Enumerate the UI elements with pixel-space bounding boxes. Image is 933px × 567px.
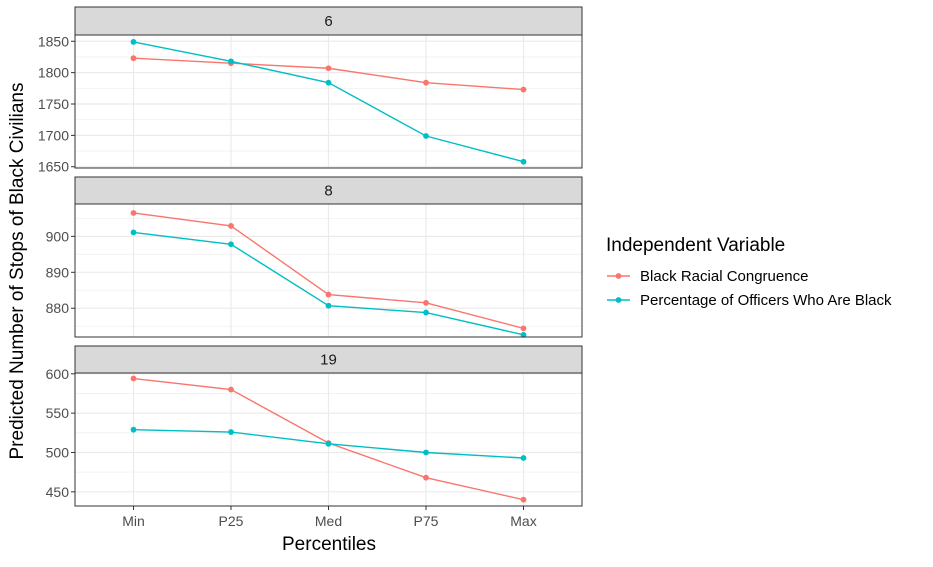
data-point [130,426,137,433]
data-point [228,386,234,393]
y-tick-label: 890 [46,264,70,280]
legend-item-2: Percentage of Officers Who Are Black [607,292,892,309]
facet-strip [74,176,583,205]
x-axis-title: Percentiles [282,534,376,555]
data-point [520,86,527,93]
y-tick-label: 900 [46,228,70,244]
data-point [423,299,429,306]
y-tick-label: 600 [46,366,70,382]
data-point [423,449,429,456]
data-point [325,65,332,72]
facet-strip-label: 6 [324,13,332,30]
x-axis: Min P25 Med P75 Max [122,506,537,529]
legend-key-point [615,273,622,279]
data-point [325,291,332,298]
facet-panel-8: 8 880 890 900 [46,176,583,338]
data-point [423,309,429,316]
y-tick-label: 1800 [38,65,69,81]
legend-label: Black Racial Congruence [640,268,808,285]
data-point [325,440,332,447]
x-tick-label: P75 [414,513,439,529]
facet-strip-label: 19 [320,352,337,369]
y-tick-label: 550 [46,405,70,421]
legend: Independent Variable Black Racial Congru… [606,235,892,309]
data-point [423,474,429,481]
y-tick-label: 1750 [38,96,69,112]
data-point [520,158,527,165]
y-tick-label: 1700 [38,127,69,143]
x-tick-label: Min [122,513,145,529]
data-point [325,79,332,86]
facet-panel-6: 6 1650 1700 1750 1800 1850 [38,6,583,175]
data-point [520,331,527,338]
facet-strip [74,345,583,374]
data-point [423,133,429,139]
y-tick-label: 1850 [38,33,69,49]
y-tick-label: 500 [46,444,70,460]
data-point [325,302,332,309]
data-point [520,455,527,461]
facet-strip [74,6,583,36]
data-point [228,223,234,229]
data-point [130,375,137,382]
facet-panel-19: 19 450 500 550 600 [46,345,583,507]
data-point [130,229,137,236]
x-tick-label: P25 [219,513,244,529]
legend-items: Black Racial Congruence Percentage of Off… [607,268,892,309]
x-tick-label: Max [510,513,536,529]
y-axis-title: Predicted Number of Stops of Black Civil… [7,83,28,460]
data-point [228,58,234,65]
data-point [130,210,137,216]
data-point [228,241,234,248]
legend-title: Independent Variable [606,235,785,256]
panels-layer: 6 1650 1700 1750 1800 1850 8 880 890 900 19 450 500 5… [38,6,583,507]
facet-strip-label: 8 [324,183,332,200]
legend-item-1: Black Racial Congruence [607,268,808,285]
legend-label: Percentage of Officers Who Are Black [640,292,892,309]
y-tick-label: 450 [46,484,70,500]
legend-key-point [615,297,622,303]
data-point [520,325,527,332]
data-point [130,55,137,62]
data-point [228,429,234,435]
x-tick-label: Med [315,513,342,529]
data-point [520,496,527,503]
data-point [423,79,429,86]
data-point [130,39,137,45]
y-tick-label: 880 [46,300,70,316]
y-tick-label: 1650 [38,159,69,175]
